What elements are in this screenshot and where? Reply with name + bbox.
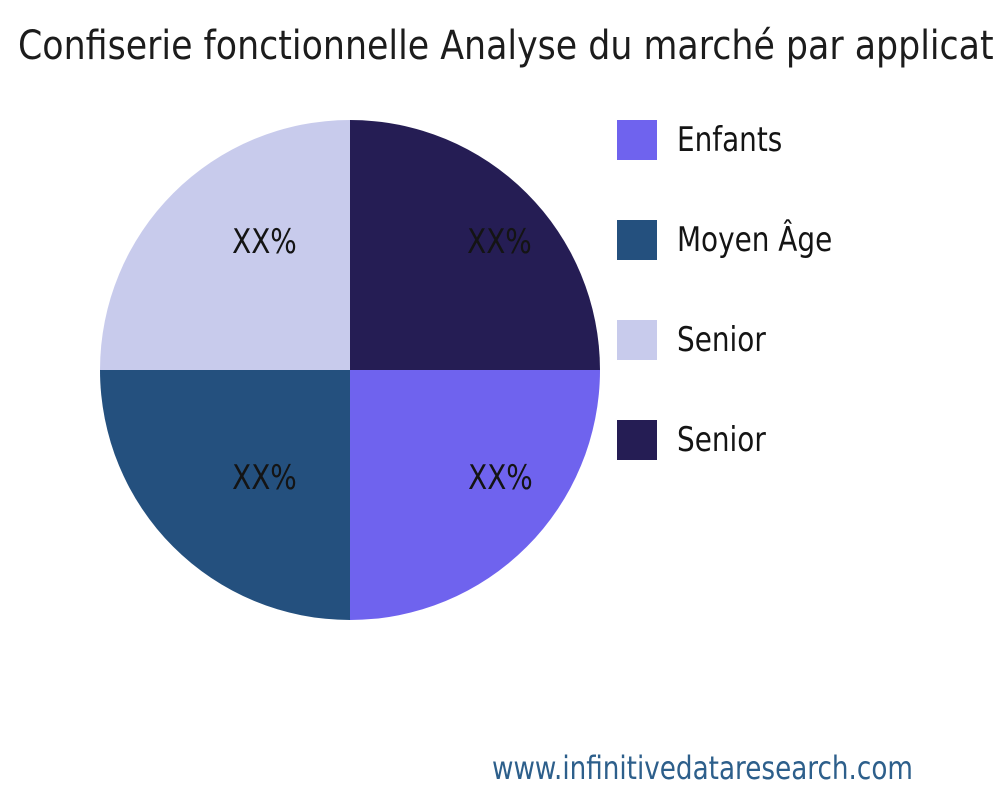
legend-item-senior-dark: Senior (617, 420, 785, 460)
slice-label-moyen-age: XX% (231, 458, 297, 498)
legend-label: Senior (677, 420, 766, 460)
chart-title: Confiserie fonctionnelle Analyse du marc… (18, 22, 1000, 70)
legend-label: Enfants (677, 120, 783, 160)
legend-swatch-enfants (617, 120, 657, 160)
legend-label: Senior (677, 320, 766, 360)
legend-label: Moyen Âge (677, 220, 833, 260)
legend-swatch-senior-light (617, 320, 657, 360)
slice-label-enfants: XX% (467, 458, 533, 498)
pie-chart (100, 120, 600, 620)
legend-item-moyen-age: Moyen Âge (617, 220, 866, 260)
legend-item-enfants: Enfants (617, 120, 805, 160)
chart-title-text: Confiserie fonctionnelle Analyse du marc… (18, 23, 994, 69)
legend-item-senior-light: Senior (617, 320, 785, 360)
website-link[interactable]: www.infinitivedataresearch.com (492, 749, 913, 787)
legend-swatch-senior-dark (617, 420, 657, 460)
legend-swatch-moyen-age (617, 220, 657, 260)
slice-label-senior-light: XX% (231, 222, 297, 262)
slice-label-senior-dark: XX% (466, 222, 532, 262)
